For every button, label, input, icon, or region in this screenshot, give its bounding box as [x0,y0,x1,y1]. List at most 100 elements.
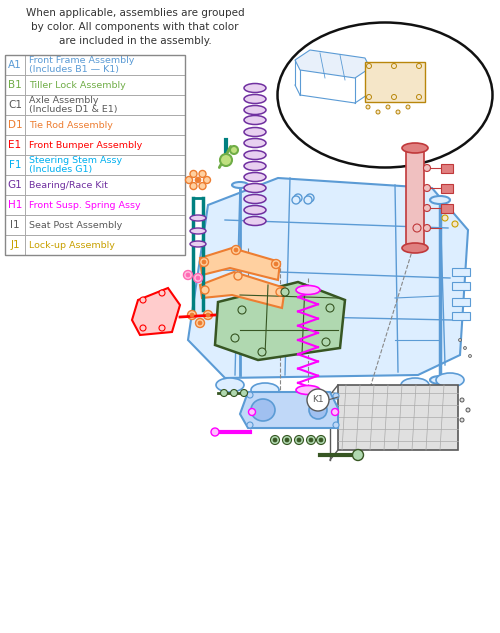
Circle shape [285,438,289,442]
Circle shape [199,182,206,189]
Ellipse shape [430,376,450,384]
Circle shape [416,94,422,99]
Circle shape [274,262,278,266]
Circle shape [204,177,210,184]
Bar [5,195,185,215]
Text: (Includes B1 — K1): (Includes B1 — K1) [29,65,119,74]
Circle shape [240,389,248,396]
Bar [5,55,185,75]
Circle shape [230,389,237,396]
Circle shape [186,273,190,277]
Ellipse shape [216,378,244,392]
Circle shape [247,392,253,398]
Text: Bearing/Race Kit: Bearing/Race Kit [29,180,108,189]
Ellipse shape [244,161,266,170]
Circle shape [281,288,289,296]
Ellipse shape [244,84,266,92]
Ellipse shape [244,206,266,215]
Text: B1: B1 [8,80,22,90]
Circle shape [272,260,280,268]
Circle shape [309,438,313,442]
Text: J1: J1 [10,240,20,250]
Text: Tiller Lock Assembly: Tiller Lock Assembly [29,80,126,89]
Circle shape [424,165,430,172]
Circle shape [424,204,430,211]
Bar [441,184,453,193]
Circle shape [366,94,372,99]
Text: D1: D1 [8,120,22,130]
Bar [441,204,453,213]
Text: Front Susp. Spring Assy: Front Susp. Spring Assy [29,201,140,210]
Circle shape [206,313,210,317]
Polygon shape [215,282,345,360]
Text: C1: C1 [8,100,22,110]
Circle shape [306,436,316,444]
Circle shape [468,354,471,358]
Ellipse shape [244,139,266,147]
Circle shape [294,194,302,202]
Bar [5,175,185,195]
Circle shape [234,272,242,280]
Ellipse shape [296,285,320,294]
Ellipse shape [244,173,266,182]
Circle shape [232,246,240,254]
Bar [452,282,470,290]
Circle shape [204,311,212,320]
Circle shape [304,196,312,204]
Circle shape [332,408,338,415]
Text: When applicable, assemblies are grouped
by color. All components with that color: When applicable, assemblies are grouped … [26,8,244,46]
Circle shape [200,258,208,266]
Ellipse shape [244,216,266,225]
Ellipse shape [251,383,279,397]
Circle shape [238,306,246,314]
Text: Front Frame Assembly: Front Frame Assembly [29,56,134,65]
Text: (Includes D1 & E1): (Includes D1 & E1) [29,105,118,114]
Ellipse shape [190,215,206,221]
Polygon shape [200,272,285,308]
Circle shape [195,177,201,183]
Bar [5,155,185,175]
Circle shape [392,94,396,99]
Circle shape [366,105,370,109]
Circle shape [458,339,462,341]
Circle shape [201,286,209,294]
Circle shape [316,436,326,444]
Circle shape [386,105,390,109]
Text: H1: H1 [8,200,22,210]
Circle shape [247,422,253,428]
Circle shape [248,408,256,415]
Polygon shape [200,248,280,280]
Ellipse shape [244,194,266,203]
Circle shape [234,248,238,252]
Bar [5,235,185,255]
Circle shape [306,194,314,202]
Circle shape [376,110,380,114]
Ellipse shape [190,228,206,234]
Circle shape [413,224,421,232]
Bar [338,385,458,450]
Ellipse shape [244,151,266,160]
Circle shape [211,428,219,436]
Ellipse shape [244,127,266,137]
Circle shape [196,318,204,327]
Circle shape [194,273,202,282]
Circle shape [276,288,284,296]
Circle shape [184,270,192,280]
Ellipse shape [309,401,327,419]
Circle shape [396,110,400,114]
Ellipse shape [244,106,266,115]
Circle shape [140,297,146,303]
Circle shape [326,304,334,312]
Bar [5,95,185,115]
Circle shape [190,182,197,189]
Bar [5,135,185,155]
Text: A1: A1 [8,60,22,70]
Circle shape [416,63,422,68]
Ellipse shape [278,23,492,168]
Circle shape [273,438,277,442]
Ellipse shape [232,182,248,188]
Circle shape [220,154,232,166]
Polygon shape [132,288,180,335]
Circle shape [424,225,430,232]
Circle shape [452,221,458,227]
